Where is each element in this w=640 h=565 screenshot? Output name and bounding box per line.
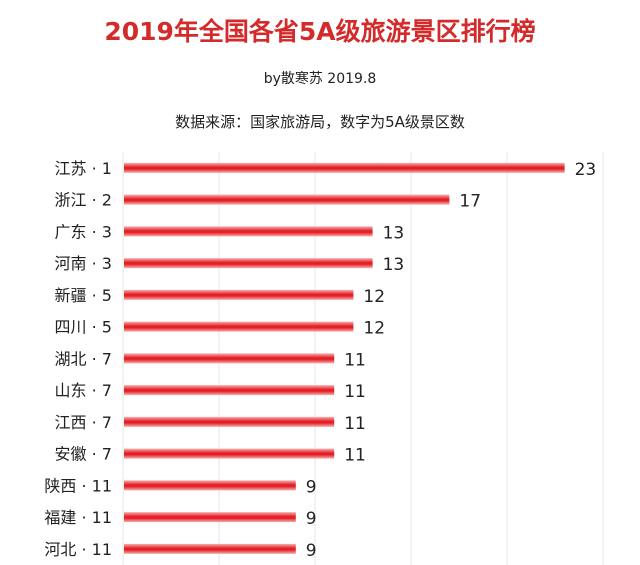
category-label: 浙江 · 2 — [55, 191, 112, 210]
category-label: 江苏 · 1 — [55, 159, 112, 178]
bar — [124, 226, 373, 237]
category-label: 湖北 · 7 — [55, 349, 112, 368]
value-label: 9 — [306, 477, 317, 497]
category-label: 福建 · 11 — [44, 508, 112, 527]
category-label: 江西 · 7 — [55, 413, 112, 432]
value-label: 13 — [383, 255, 405, 275]
category-label: 河南 · 3 — [55, 254, 112, 273]
value-label: 9 — [306, 509, 317, 529]
category-label: 四川 · 5 — [55, 318, 112, 337]
bar — [124, 194, 450, 205]
bar — [124, 321, 354, 332]
bar — [124, 289, 354, 300]
category-label: 广东 · 3 — [55, 222, 112, 241]
value-label: 17 — [459, 192, 481, 212]
bar — [124, 448, 335, 459]
value-label: 11 — [344, 446, 366, 466]
chart-source-note: 数据来源：国家旅游局，数字为5A级景区数 — [175, 113, 465, 131]
value-label: 23 — [575, 160, 597, 180]
value-label: 12 — [363, 287, 385, 307]
bar — [124, 385, 335, 396]
value-label: 11 — [344, 414, 366, 434]
category-label: 陕西 · 11 — [44, 476, 112, 495]
bar — [124, 512, 296, 523]
value-label: 11 — [344, 382, 366, 402]
category-label: 山东 · 7 — [55, 381, 112, 400]
value-label: 11 — [344, 350, 366, 370]
bar — [124, 543, 296, 554]
bar — [124, 353, 335, 364]
value-label: 13 — [383, 223, 405, 243]
category-label: 安徽 · 7 — [55, 445, 112, 464]
bar — [124, 416, 335, 427]
chart-title: 2019年全国各省5A级旅游景区排行榜 — [104, 17, 536, 46]
chart-subtitle: by散寒苏 2019.8 — [263, 71, 377, 87]
category-label: 河北 · 11 — [44, 540, 112, 559]
bar — [124, 162, 565, 173]
bar — [124, 258, 373, 269]
value-label: 9 — [306, 541, 317, 561]
value-label: 12 — [363, 319, 385, 339]
category-label: 新疆 · 5 — [55, 286, 112, 305]
bar — [124, 480, 296, 491]
